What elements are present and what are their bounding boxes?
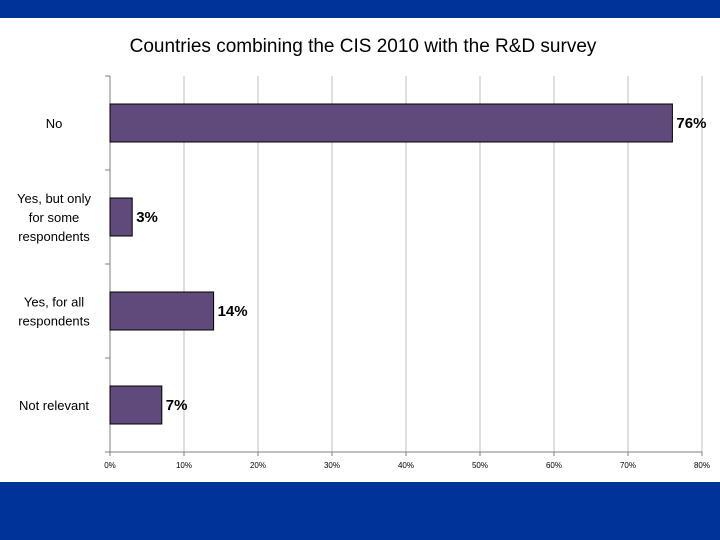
x-tick-label: 80% <box>694 461 710 470</box>
bars <box>109 103 673 425</box>
bar <box>109 197 133 237</box>
top-color-band <box>0 0 720 18</box>
category-label-line: respondents <box>18 314 90 329</box>
category-label-line: for some <box>29 210 80 225</box>
chart-title: Countries combining the CIS 2010 with th… <box>129 36 597 57</box>
category-label-line: No <box>46 116 63 131</box>
x-tick-label: 30% <box>324 461 340 470</box>
bar <box>109 291 215 331</box>
category-label: Not relevant <box>19 398 89 413</box>
category-label: Yes, but only for some respondents <box>17 191 91 244</box>
x-tick-label: 70% <box>620 461 636 470</box>
category-label: No <box>46 116 63 131</box>
data-label: 76% <box>676 115 706 132</box>
data-label: 7% <box>166 397 188 414</box>
labels: 0% 10% 20% 30% 40% 50% 60% 70% 80% No 76% Yes, but … <box>17 115 710 470</box>
x-tick-label: 60% <box>546 461 562 470</box>
category-label-line: respondents <box>18 229 90 244</box>
bar <box>109 103 673 143</box>
category-label-line: Yes, for all <box>24 295 84 310</box>
x-tick-label: 20% <box>250 461 266 470</box>
data-label: 14% <box>218 303 248 320</box>
bottom-color-band <box>0 482 720 540</box>
x-tick-label: 40% <box>398 461 414 470</box>
bar <box>109 385 163 425</box>
category-label-line: Yes, but only <box>17 191 91 206</box>
x-tick-label: 0% <box>104 461 116 470</box>
category-label: Yes, for all respondents <box>18 295 90 329</box>
x-tick-label: 10% <box>176 461 192 470</box>
x-tick-label: 50% <box>472 461 488 470</box>
category-label-line: Not relevant <box>19 398 89 413</box>
data-label: 3% <box>136 209 158 226</box>
